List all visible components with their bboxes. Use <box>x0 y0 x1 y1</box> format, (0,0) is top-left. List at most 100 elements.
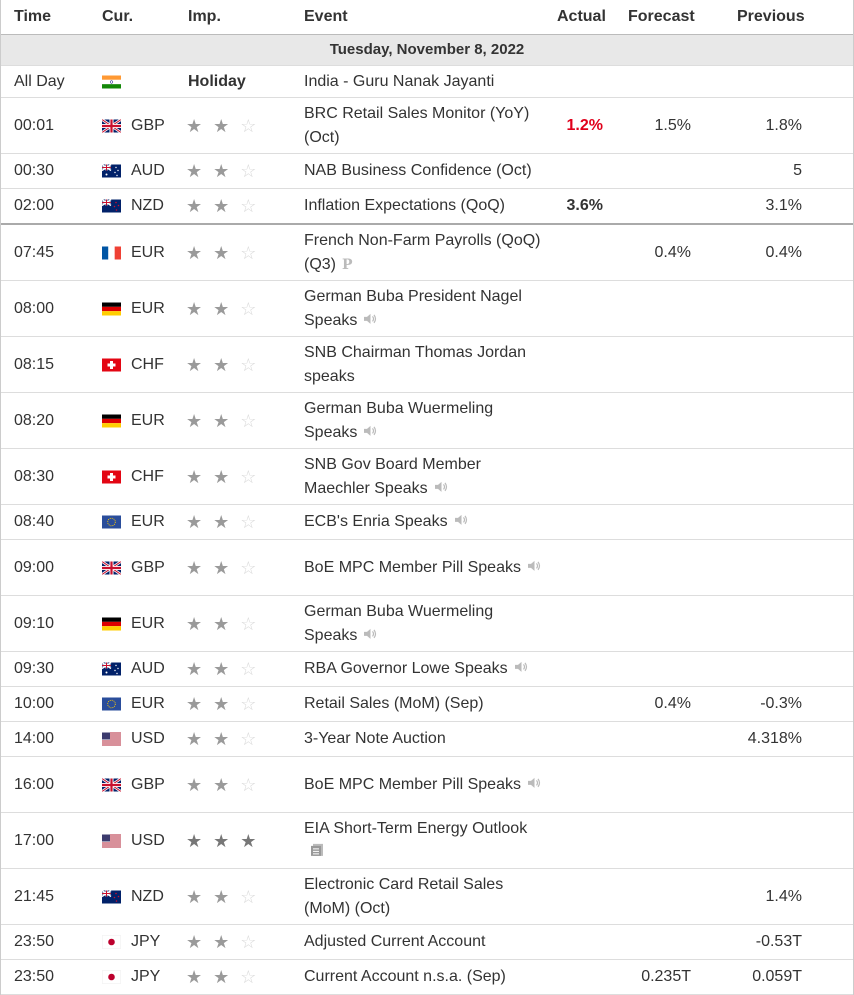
col-cur-header[interactable]: Cur. <box>102 8 134 25</box>
event-name[interactable]: German Buba Wuermeling Speaks <box>304 599 544 647</box>
event-title[interactable]: NAB Business Confidence (Oct) <box>304 162 532 179</box>
star-empty-icon: ☆ <box>240 557 257 578</box>
star-empty-icon: ☆ <box>240 466 257 487</box>
event-name[interactable]: Adjusted Current Account <box>304 930 544 954</box>
table-row[interactable]: All Day Holiday India - Guru Nanak Jayanti <box>1 66 853 98</box>
event-name[interactable]: India - Guru Nanak Jayanti <box>304 70 544 94</box>
star-filled-icon: ★ <box>186 729 203 749</box>
speech-icon[interactable] <box>514 657 528 681</box>
event-name[interactable]: 3-Year Note Auction <box>304 727 544 751</box>
star-empty-icon: ☆ <box>240 729 257 749</box>
table-row[interactable]: 23:50 JPY ★ ★ ☆ Adjusted Current Account -0.53… <box>1 925 853 960</box>
col-imp-header[interactable]: Imp. <box>188 8 221 25</box>
table-row[interactable]: 17:00 USD ★ ★ ★ EIA Short-Term Energy Outlook <box>1 813 853 869</box>
uk-flag-icon <box>101 776 122 793</box>
event-title[interactable]: French Non-Farm Payrolls (QoQ) (Q3) <box>304 231 541 273</box>
table-row[interactable]: 10:00 EUR ★ ★ ☆ Retail Sales (MoM) (Sep) 0.4% -… <box>1 687 853 722</box>
event-title[interactable]: Inflation Expectations (QoQ) <box>304 197 505 214</box>
table-row[interactable]: 00:30 AUD ★ ★ ☆ NAB Business Confidence (Oct)… <box>1 154 853 189</box>
event-title[interactable]: SNB Gov Board Member Maechler Speaks <box>304 455 481 497</box>
event-title[interactable]: German Buba Wuermeling Speaks <box>304 399 494 441</box>
importance-stars: ★ ★ ☆ <box>186 117 256 135</box>
event-title[interactable]: Adjusted Current Account <box>304 933 486 950</box>
event-title[interactable]: SNB Chairman Thomas Jordan speaks <box>304 343 527 385</box>
table-row[interactable]: 09:10 EUR ★ ★ ☆ German Buba Wuermeling Speaks <box>1 596 853 652</box>
star-filled-icon: ★ <box>213 932 230 952</box>
col-actual-header[interactable]: Actual <box>557 8 606 25</box>
event-title[interactable]: Electronic Card Retail Sales (MoM) (Oct) <box>304 875 504 917</box>
event-name[interactable]: EIA Short-Term Energy Outlook <box>304 816 544 864</box>
table-row[interactable]: 08:40 EUR ★ ★ ☆ ECB's Enria Speaks <box>1 505 853 540</box>
currency-code: NZD <box>131 197 164 214</box>
table-row[interactable]: 02:00 NZD ★ ★ ☆ Inflation Expectations (QoQ) 3… <box>1 189 853 225</box>
col-previous-header[interactable]: Previous <box>737 8 805 25</box>
star-filled-icon: ★ <box>186 196 203 216</box>
star-filled-icon: ★ <box>213 729 230 749</box>
star-empty-icon: ☆ <box>240 694 257 714</box>
speech-icon[interactable] <box>527 555 541 579</box>
event-name[interactable]: German Buba President Nagel Speaks <box>304 284 544 332</box>
event-title[interactable]: RBA Governor Lowe Speaks <box>304 660 508 678</box>
col-time-header[interactable]: Time <box>14 8 52 25</box>
speech-icon[interactable] <box>363 623 377 647</box>
col-forecast-header[interactable]: Forecast <box>628 8 695 25</box>
preliminary-icon[interactable]: P <box>342 256 353 273</box>
event-name[interactable]: BoE MPC Member Pill Speaks <box>304 772 544 796</box>
event-title[interactable]: BoE MPC Member Pill Speaks <box>304 558 521 576</box>
forecast-value: 0.4% <box>654 243 691 261</box>
event-name[interactable]: French Non-Farm Payrolls (QoQ) (Q3) P <box>304 228 544 276</box>
speech-icon[interactable] <box>434 476 448 500</box>
event-name[interactable]: RBA Governor Lowe Speaks <box>304 657 544 681</box>
table-row[interactable]: 09:00 GBP ★ ★ ☆ BoE MPC Member Pill Speaks <box>1 540 853 596</box>
event-name[interactable]: NAB Business Confidence (Oct) <box>304 159 544 183</box>
previous-value: 5 <box>793 162 802 179</box>
event-time: 10:00 <box>14 695 55 712</box>
event-time: 23:50 <box>14 933 55 950</box>
table-row[interactable]: 08:00 EUR ★ ★ ☆ German Buba President Nagel S… <box>1 281 853 337</box>
event-name[interactable]: Electronic Card Retail Sales (MoM) (Oct) <box>304 873 544 921</box>
importance-stars: ★ ★ ☆ <box>186 244 256 262</box>
table-row[interactable]: 08:30 CHF ★ ★ ☆ SNB Gov Board Member Maechler… <box>1 449 853 505</box>
speech-icon[interactable] <box>363 308 377 332</box>
speech-icon[interactable] <box>363 420 377 444</box>
table-row[interactable]: 08:15 CHF ★ ★ ☆ SNB Chairman Thomas Jordan sp… <box>1 337 853 393</box>
uk-flag-icon <box>101 117 122 134</box>
event-name[interactable]: Retail Sales (MoM) (Sep) <box>304 692 544 716</box>
event-title[interactable]: ECB's Enria Speaks <box>304 513 448 531</box>
event-title[interactable]: BoE MPC Member Pill Speaks <box>304 775 521 793</box>
table-row[interactable]: 14:00 USD ★ ★ ☆ 3-Year Note Auction 4.318% <box>1 722 853 757</box>
report-icon[interactable] <box>310 840 324 864</box>
table-row[interactable]: 23:50 JPY ★ ★ ☆ Current Account n.s.a. (Sep) 0… <box>1 960 853 995</box>
event-name[interactable]: SNB Gov Board Member Maechler Speaks <box>304 452 544 500</box>
event-name[interactable]: SNB Chairman Thomas Jordan speaks <box>304 341 544 389</box>
table-row[interactable]: 08:20 EUR ★ ★ ☆ German Buba Wuermeling Speaks <box>1 393 853 449</box>
table-row[interactable]: 00:01 GBP ★ ★ ☆ BRC Retail Sales Monitor (YoY… <box>1 98 853 154</box>
event-title[interactable]: 3-Year Note Auction <box>304 730 446 747</box>
event-time: 02:00 <box>14 197 55 214</box>
star-filled-icon: ★ <box>213 115 230 136</box>
event-title[interactable]: EIA Short-Term Energy Outlook <box>304 819 528 837</box>
event-name[interactable]: BRC Retail Sales Monitor (YoY) (Oct) <box>304 102 544 150</box>
col-event-header[interactable]: Event <box>304 8 348 25</box>
table-row[interactable]: 21:45 NZD ★ ★ ☆ Electronic Card Retail Sales … <box>1 869 853 925</box>
event-title[interactable]: Retail Sales (MoM) (Sep) <box>304 695 484 712</box>
speech-icon[interactable] <box>527 772 541 796</box>
event-title[interactable]: German Buba Wuermeling Speaks <box>304 602 494 644</box>
event-name[interactable]: German Buba Wuermeling Speaks <box>304 396 544 444</box>
event-title[interactable]: BRC Retail Sales Monitor (YoY) (Oct) <box>304 104 530 146</box>
table-row[interactable]: 07:45 EUR ★ ★ ☆ French Non-Farm Payrolls (QoQ… <box>1 225 853 281</box>
event-name[interactable]: BoE MPC Member Pill Speaks <box>304 555 544 579</box>
event-name[interactable]: Current Account n.s.a. (Sep) <box>304 965 544 989</box>
table-row[interactable]: 09:30 AUD ★ ★ ☆ RBA Governor Lowe Speaks <box>1 652 853 687</box>
event-title[interactable]: German Buba President Nagel Speaks <box>304 287 522 329</box>
star-filled-icon: ★ <box>186 161 203 181</box>
currency-code: GBP <box>131 116 165 134</box>
event-name[interactable]: Inflation Expectations (QoQ) <box>304 194 544 218</box>
speech-icon[interactable] <box>454 510 468 534</box>
event-title[interactable]: India - Guru Nanak Jayanti <box>304 72 495 90</box>
event-name[interactable]: ECB's Enria Speaks <box>304 510 544 534</box>
importance-stars: ★ ★ ☆ <box>186 468 256 486</box>
previous-value: 3.1% <box>765 197 802 214</box>
table-row[interactable]: 16:00 GBP ★ ★ ☆ BoE MPC Member Pill Speaks <box>1 757 853 813</box>
currency-code: AUD <box>131 162 165 179</box>
